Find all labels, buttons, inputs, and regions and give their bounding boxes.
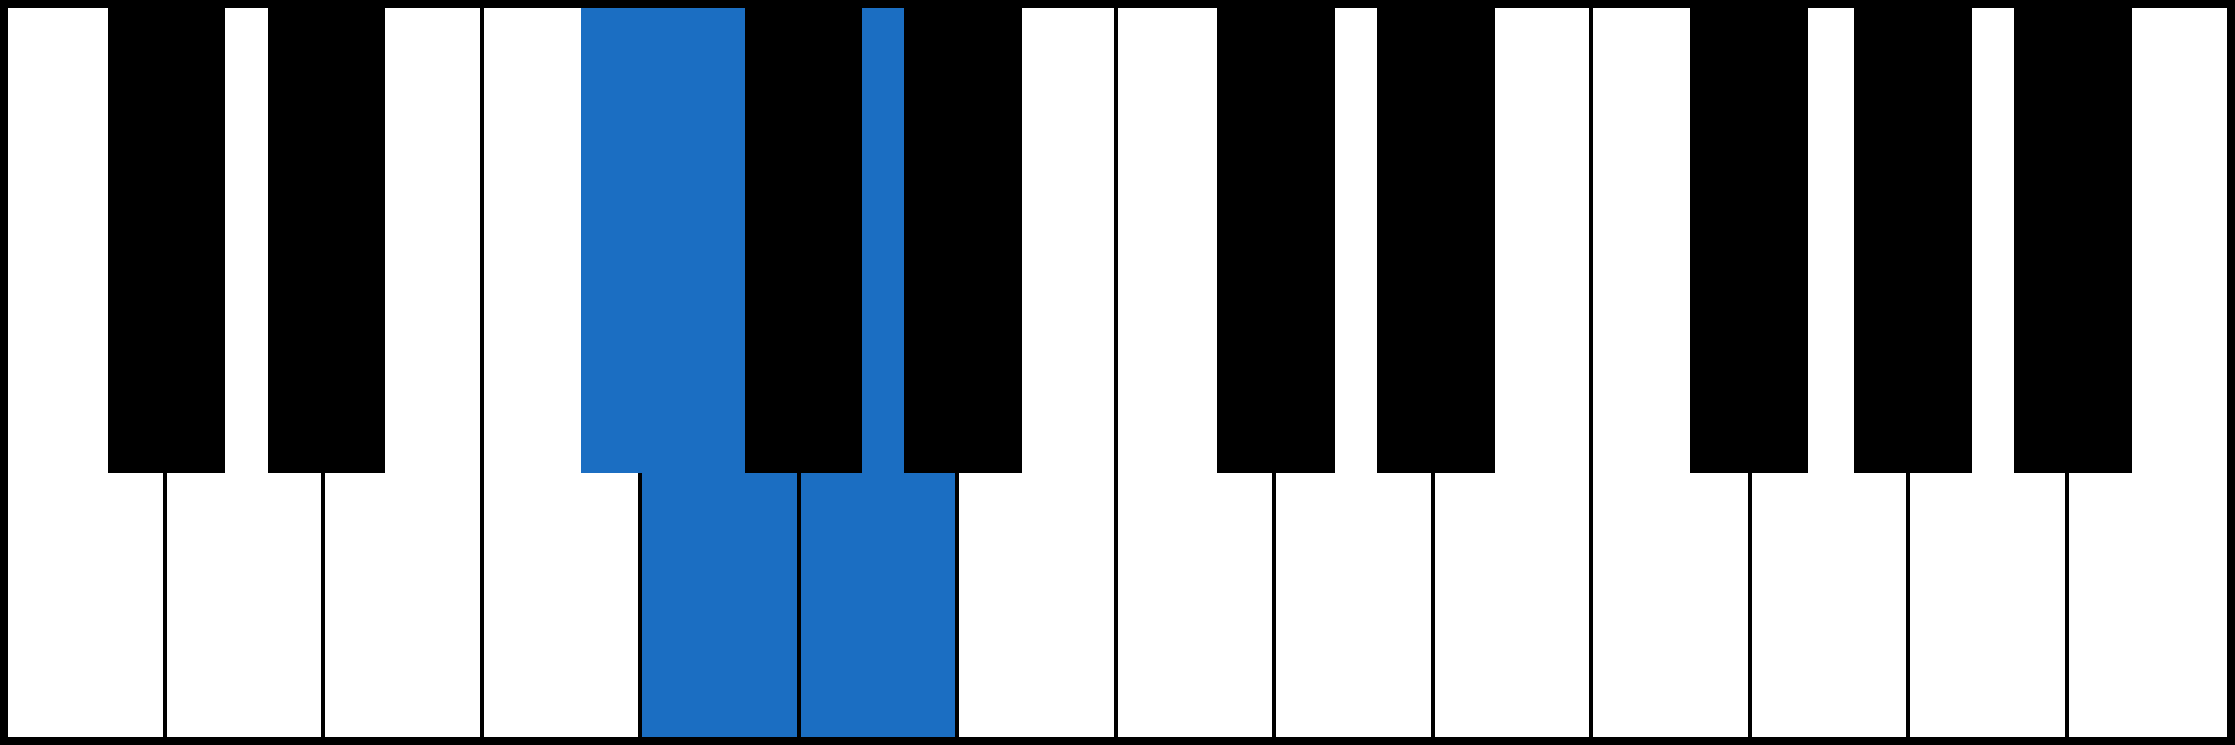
black-key-fsharp-7[interactable] [1690,8,1808,473]
black-key-csharp-5[interactable] [1217,8,1335,473]
piano-keyboard [0,0,2235,745]
black-key-asharp-4[interactable] [904,8,1022,473]
black-key-fsharp-2[interactable] [581,8,699,473]
black-key-csharp-0[interactable] [108,8,226,473]
black-key-gsharp-8[interactable] [1854,8,1972,473]
black-key-asharp-9[interactable] [2014,8,2132,473]
black-key-gsharp-3[interactable] [745,8,863,473]
black-key-dsharp-6[interactable] [1377,8,1495,473]
black-key-dsharp-1[interactable] [268,8,386,473]
